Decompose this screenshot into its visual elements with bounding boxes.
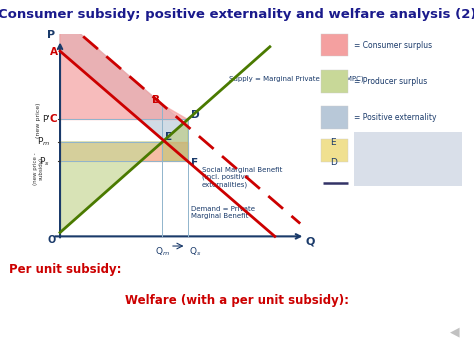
- Text: E: E: [165, 132, 173, 142]
- Text: = Consumer surplus: = Consumer surplus: [354, 41, 432, 50]
- Polygon shape: [60, 142, 163, 233]
- Text: Per unit subsidy:: Per unit subsidy:: [9, 263, 122, 276]
- Text: Welfare (with a per unit subsidy):: Welfare (with a per unit subsidy):: [125, 294, 349, 307]
- Polygon shape: [60, 17, 188, 120]
- Text: (new price): (new price): [36, 103, 41, 138]
- Text: Social Marginal Benefit
(incl. positive
externalities): Social Marginal Benefit (incl. positive …: [201, 167, 282, 188]
- Text: P$_s$: P$_s$: [39, 155, 50, 168]
- Text: Supply = Marginal Private Costs (MPC): Supply = Marginal Private Costs (MPC): [229, 76, 364, 82]
- FancyBboxPatch shape: [321, 33, 348, 56]
- Text: P: P: [47, 30, 55, 40]
- Polygon shape: [163, 120, 188, 161]
- Text: D: D: [191, 110, 200, 120]
- Text: = Positive externality: = Positive externality: [354, 113, 436, 122]
- Text: Consumer subsidy; positive externality and welfare analysis (2): Consumer subsidy; positive externality a…: [0, 8, 474, 21]
- Text: P$_m$: P$_m$: [36, 136, 50, 148]
- Text: D: D: [330, 158, 337, 167]
- FancyBboxPatch shape: [321, 70, 348, 93]
- Text: E: E: [330, 138, 336, 147]
- Text: = Producer surplus: = Producer surplus: [354, 77, 427, 86]
- Text: B: B: [152, 95, 160, 105]
- Text: P': P': [42, 115, 50, 124]
- Text: Q$_m$: Q$_m$: [155, 245, 170, 258]
- Text: O: O: [47, 235, 55, 245]
- Text: F: F: [191, 158, 198, 168]
- Polygon shape: [60, 142, 188, 161]
- Text: Q: Q: [305, 236, 315, 246]
- Text: Demand = Private
Marginal Benefit: Demand = Private Marginal Benefit: [191, 207, 255, 219]
- FancyBboxPatch shape: [321, 139, 348, 162]
- Text: (new price -
subsidy): (new price - subsidy): [33, 152, 44, 185]
- Text: C: C: [49, 114, 57, 123]
- Polygon shape: [60, 17, 188, 161]
- Text: ◀: ◀: [450, 325, 460, 338]
- FancyBboxPatch shape: [321, 106, 348, 129]
- Text: A: A: [50, 47, 58, 57]
- FancyBboxPatch shape: [354, 132, 463, 186]
- Text: Q$_s$: Q$_s$: [189, 245, 201, 258]
